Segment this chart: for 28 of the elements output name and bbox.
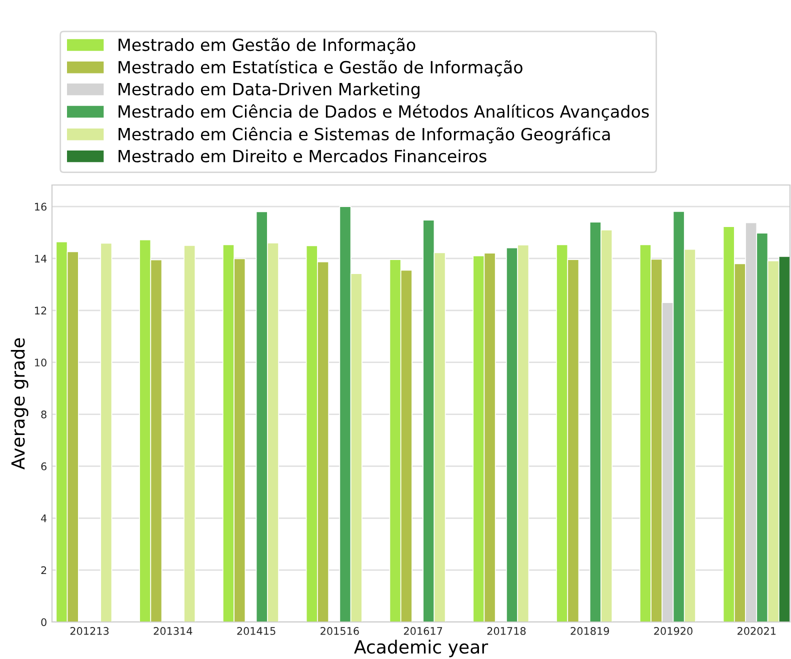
x-tick-label: 201213 bbox=[70, 627, 109, 635]
x-tick-label: 201617 bbox=[404, 627, 442, 635]
legend-label: Mestrado em Data-Driven Marketing bbox=[118, 82, 420, 99]
y-tick-label: 16 bbox=[35, 202, 46, 211]
x-tick-label: 201920 bbox=[654, 627, 692, 635]
x-tick-label: 202021 bbox=[738, 627, 776, 635]
x-tick-label: 201314 bbox=[154, 627, 192, 635]
y-tick-label: 0 bbox=[41, 618, 46, 626]
y-tick-label: 6 bbox=[41, 462, 46, 470]
legend-label: Mestrado em Ciência e Sistemas de Informação Geográfica bbox=[118, 126, 610, 144]
x-tick-label: 201718 bbox=[487, 627, 526, 635]
x-tick-label: 201516 bbox=[320, 627, 359, 635]
y-tick-label: 12 bbox=[35, 306, 46, 314]
legend-label: Mestrado em Gestão de Informação bbox=[118, 38, 416, 54]
y-tick-label: 4 bbox=[41, 514, 47, 522]
y-axis-title: Average grade bbox=[10, 338, 28, 470]
y-tick-label: 2 bbox=[41, 566, 46, 574]
legend-label: Mestrado em Direito e Mercados Financeiros bbox=[118, 150, 486, 162]
bar bbox=[184, 245, 196, 622]
x-axis-title: Academic year bbox=[354, 640, 488, 658]
legend-label: Mestrado em Ciência de Dados e Métodos Analíticos Avançados bbox=[118, 104, 649, 121]
x-tick-label: 201415 bbox=[237, 627, 276, 635]
legend-label: Mestrado em Estatística e Gestão de Informação bbox=[118, 60, 522, 76]
y-tick-label: 10 bbox=[35, 358, 46, 366]
y-tick-label: 8 bbox=[41, 410, 46, 418]
y-tick-label: 14 bbox=[35, 254, 47, 262]
bar bbox=[100, 242, 112, 622]
x-tick-label: 201819 bbox=[570, 627, 610, 635]
